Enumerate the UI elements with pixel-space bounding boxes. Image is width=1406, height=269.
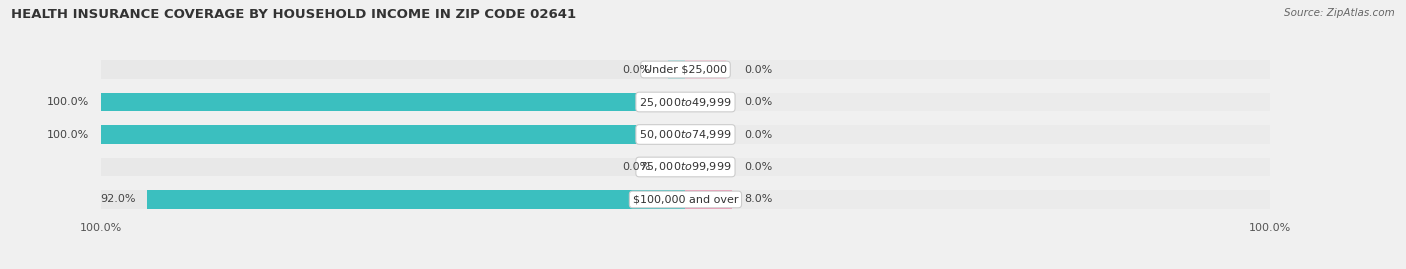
Text: 0.0%: 0.0%: [744, 97, 772, 107]
Text: 100.0%: 100.0%: [46, 97, 89, 107]
Bar: [101, 60, 686, 79]
Bar: [101, 93, 686, 111]
Bar: [668, 158, 686, 176]
Bar: [686, 93, 1270, 111]
Bar: [686, 93, 727, 111]
Text: $75,000 to $99,999: $75,000 to $99,999: [640, 161, 731, 174]
Text: Under $25,000: Under $25,000: [644, 65, 727, 75]
Bar: [686, 190, 1270, 209]
Text: 100.0%: 100.0%: [46, 129, 89, 140]
Text: $100,000 and over: $100,000 and over: [633, 194, 738, 204]
Bar: [686, 60, 727, 79]
Bar: [101, 158, 686, 176]
Text: $50,000 to $74,999: $50,000 to $74,999: [640, 128, 731, 141]
Text: $25,000 to $49,999: $25,000 to $49,999: [640, 95, 731, 108]
Bar: [686, 190, 733, 209]
Bar: [101, 190, 686, 209]
Bar: [101, 125, 686, 144]
Text: 0.0%: 0.0%: [744, 65, 772, 75]
Text: Source: ZipAtlas.com: Source: ZipAtlas.com: [1284, 8, 1395, 18]
Bar: [668, 60, 686, 79]
Bar: [686, 158, 727, 176]
Text: 0.0%: 0.0%: [621, 162, 651, 172]
Text: 8.0%: 8.0%: [744, 194, 772, 204]
Bar: [101, 93, 686, 111]
Text: 0.0%: 0.0%: [621, 65, 651, 75]
Bar: [101, 125, 686, 144]
Bar: [148, 190, 686, 209]
Text: 92.0%: 92.0%: [100, 194, 136, 204]
Text: HEALTH INSURANCE COVERAGE BY HOUSEHOLD INCOME IN ZIP CODE 02641: HEALTH INSURANCE COVERAGE BY HOUSEHOLD I…: [11, 8, 576, 21]
Bar: [686, 158, 1270, 176]
Bar: [686, 125, 1270, 144]
Text: 0.0%: 0.0%: [744, 129, 772, 140]
Bar: [686, 60, 1270, 79]
Bar: [686, 125, 727, 144]
Text: 0.0%: 0.0%: [744, 162, 772, 172]
